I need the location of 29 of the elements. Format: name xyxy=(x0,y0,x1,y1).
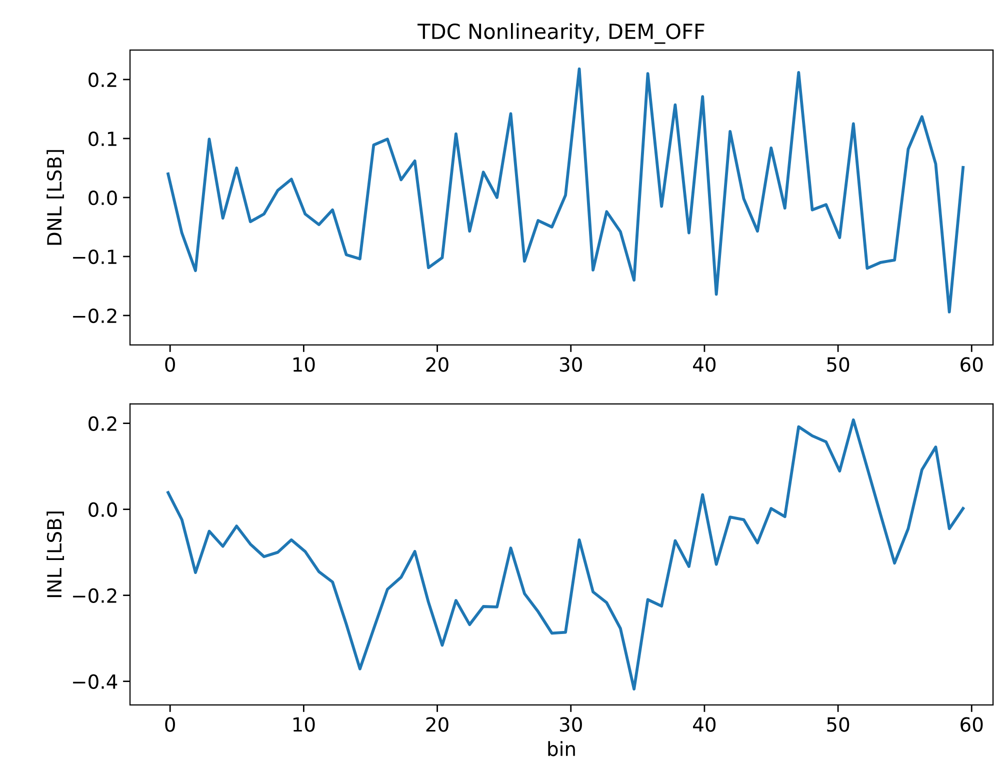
y-tick-label: −0.4 xyxy=(73,674,118,689)
x-tick-label: 50 xyxy=(827,717,850,732)
y-tick-label: −0.1 xyxy=(73,249,116,264)
y-tick-label: −0.2 xyxy=(73,588,116,603)
y-tick-label: −0.2 xyxy=(73,308,116,324)
x-tick-label: 40 xyxy=(693,357,716,372)
x-tick-label: 30 xyxy=(560,717,582,732)
x-tick-label: 10 xyxy=(293,717,315,732)
x-tick-label: 20 xyxy=(426,357,448,372)
y-tick-label: 0.2 xyxy=(88,416,116,431)
y-axis-title: DNL [LSB] xyxy=(46,150,64,245)
line-series xyxy=(166,418,965,691)
x-tick-label: 0 xyxy=(165,717,175,732)
x-axis-title: bin xyxy=(548,741,575,756)
y-tick-label: 0.2 xyxy=(88,72,116,88)
x-tick-label: 20 xyxy=(426,717,448,732)
x-tick-label: 10 xyxy=(293,357,315,372)
chart-title: TDC Nonlinearity, DEM_OFF xyxy=(418,23,704,44)
y-axis-title: INL [LSB] xyxy=(46,512,64,598)
line-series xyxy=(166,67,965,314)
x-tick-label: 30 xyxy=(560,357,582,372)
y-tick-label: 0.0 xyxy=(88,190,117,206)
y-tick-label: 0.1 xyxy=(88,131,116,146)
x-tick-label: 60 xyxy=(960,717,983,732)
x-tick-label: 40 xyxy=(693,717,716,732)
x-tick-label: 60 xyxy=(960,357,983,372)
y-tick-label: 0.0 xyxy=(88,502,117,517)
x-tick-label: 0 xyxy=(165,357,175,372)
x-tick-label: 50 xyxy=(827,357,850,372)
